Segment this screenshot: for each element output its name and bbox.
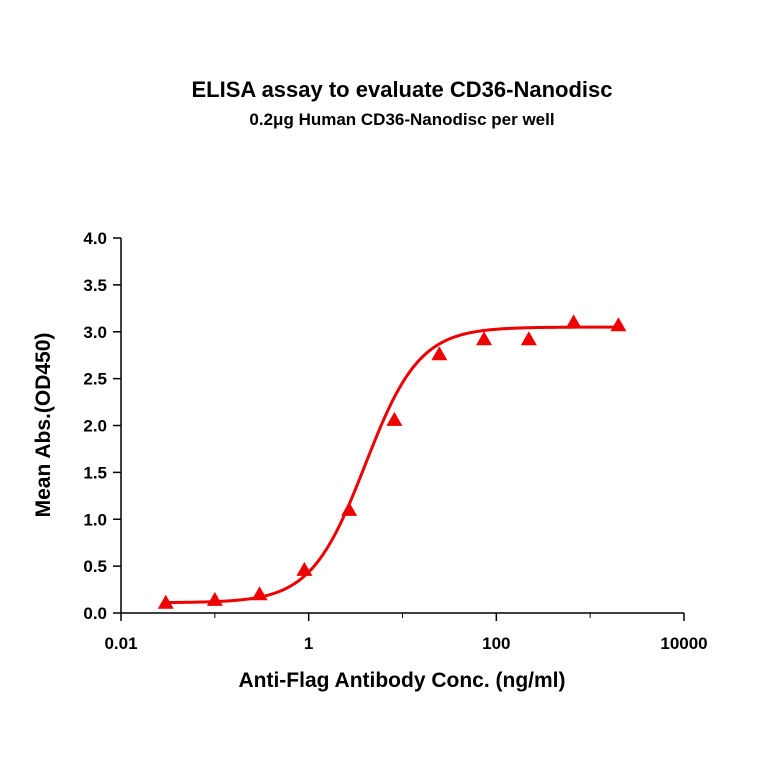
y-tick-label: 0.0 [83, 604, 107, 623]
y-tick-label: 4.0 [83, 229, 107, 248]
data-point-triangle [296, 561, 313, 576]
x-tick-label: 1 [304, 634, 313, 653]
data-point-triangle [157, 594, 174, 609]
y-tick-label: 3.0 [83, 323, 107, 342]
data-point-triangle [386, 411, 403, 426]
x-axis-ticks: 0.01 1 100 10000 [104, 613, 708, 653]
x-tick-label: 0.01 [104, 634, 137, 653]
data-point-triangle [341, 501, 358, 516]
y-tick-label: 1.0 [83, 510, 107, 529]
data-point-triangle [476, 331, 493, 346]
data-point-triangle [251, 586, 268, 601]
data-point-triangle [565, 314, 582, 329]
data-point-triangle [206, 591, 223, 606]
data-point-triangle [431, 346, 448, 361]
y-tick-label: 3.5 [83, 276, 107, 295]
y-axis-title: Mean Abs.(OD450) [32, 333, 55, 518]
x-axis-title: Anti-Flag Antibody Conc. (ng/ml) [238, 669, 565, 692]
data-points-layer [157, 314, 627, 609]
chart-subtitle: 0.2μg Human CD36-Nanodisc per well [249, 110, 554, 129]
chart-title: ELISA assay to evaluate CD36-Nanodisc [191, 77, 612, 102]
x-tick-label: 10000 [660, 634, 707, 653]
x-tick-label: 100 [482, 634, 510, 653]
y-tick-label: 2.5 [83, 370, 107, 389]
y-tick-label: 1.5 [83, 463, 107, 482]
y-tick-label: 2.0 [83, 417, 107, 436]
data-point-triangle [610, 317, 627, 332]
y-axis-ticks: 0.0 0.5 1.0 1.5 2.0 2.5 3.0 3.5 4.0 [83, 229, 121, 623]
fit-curve-layer [165, 325, 619, 605]
fit-curve [165, 325, 619, 605]
y-tick-label: 0.5 [83, 557, 107, 576]
data-point-triangle [520, 331, 537, 346]
